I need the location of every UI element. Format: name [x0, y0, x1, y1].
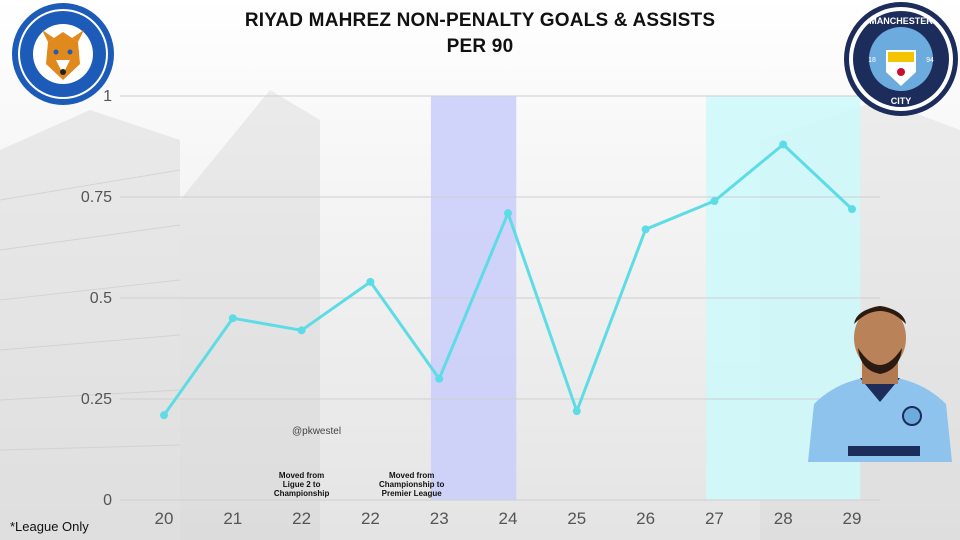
y-tick-label: 0.5: [90, 290, 112, 307]
x-tick-label: 22: [292, 509, 311, 528]
crest-year-left: 18: [868, 57, 876, 64]
data-point: [435, 374, 444, 383]
x-tick-label: 21: [223, 509, 242, 528]
x-tick-label: 27: [705, 509, 724, 528]
y-tick-label: 0.75: [81, 189, 112, 206]
crest-text-bottom: CITY: [891, 96, 912, 106]
data-point: [779, 140, 788, 149]
annotation-text-1: Premier League: [382, 489, 443, 498]
leicester-city-crest-icon: [12, 3, 114, 105]
data-point: [160, 411, 168, 420]
data-point: [228, 314, 237, 323]
chart-subtitle: PER 90: [446, 36, 514, 57]
manchester-city-crest-icon: MANCHESTER CITY 18 94: [844, 2, 958, 116]
data-point: [848, 205, 856, 214]
y-tick-label: 1: [103, 88, 112, 105]
crest-year-right: 94: [926, 57, 934, 64]
chart-title: RIYAD MAHREZ NON-PENALTY GOALS & ASSISTS: [244, 10, 716, 31]
data-point: [504, 209, 512, 218]
x-tick-label: 25: [567, 509, 586, 528]
data-point: [710, 197, 719, 206]
x-tick-label: 20: [155, 509, 174, 528]
annotation-text-1: Moved from: [389, 471, 434, 480]
data-point: [366, 277, 375, 286]
x-tick-label: 23: [430, 509, 449, 528]
x-tick-label: 26: [636, 509, 655, 528]
annotation-text-1: Championship to: [379, 480, 444, 489]
annotation-text-0: Moved from: [279, 471, 324, 480]
watermark: @pkwestel: [292, 426, 341, 437]
data-point: [572, 407, 581, 416]
x-tick-label: 24: [499, 509, 518, 528]
footnote: *League Only: [10, 519, 89, 534]
x-tick-label: 28: [774, 509, 793, 528]
data-point: [641, 225, 650, 234]
x-tick-label: 29: [843, 509, 862, 528]
annotation-text-0: Ligue 2 to: [283, 480, 321, 489]
x-tick-label: 22: [361, 509, 380, 528]
data-point: [297, 326, 306, 335]
y-tick-label: 0: [103, 492, 112, 509]
annotation-text-0: Championship: [274, 489, 330, 498]
player-photo: [808, 306, 952, 462]
crest-text-top: MANCHESTER: [869, 16, 933, 26]
y-tick-label: 0.25: [81, 391, 112, 408]
